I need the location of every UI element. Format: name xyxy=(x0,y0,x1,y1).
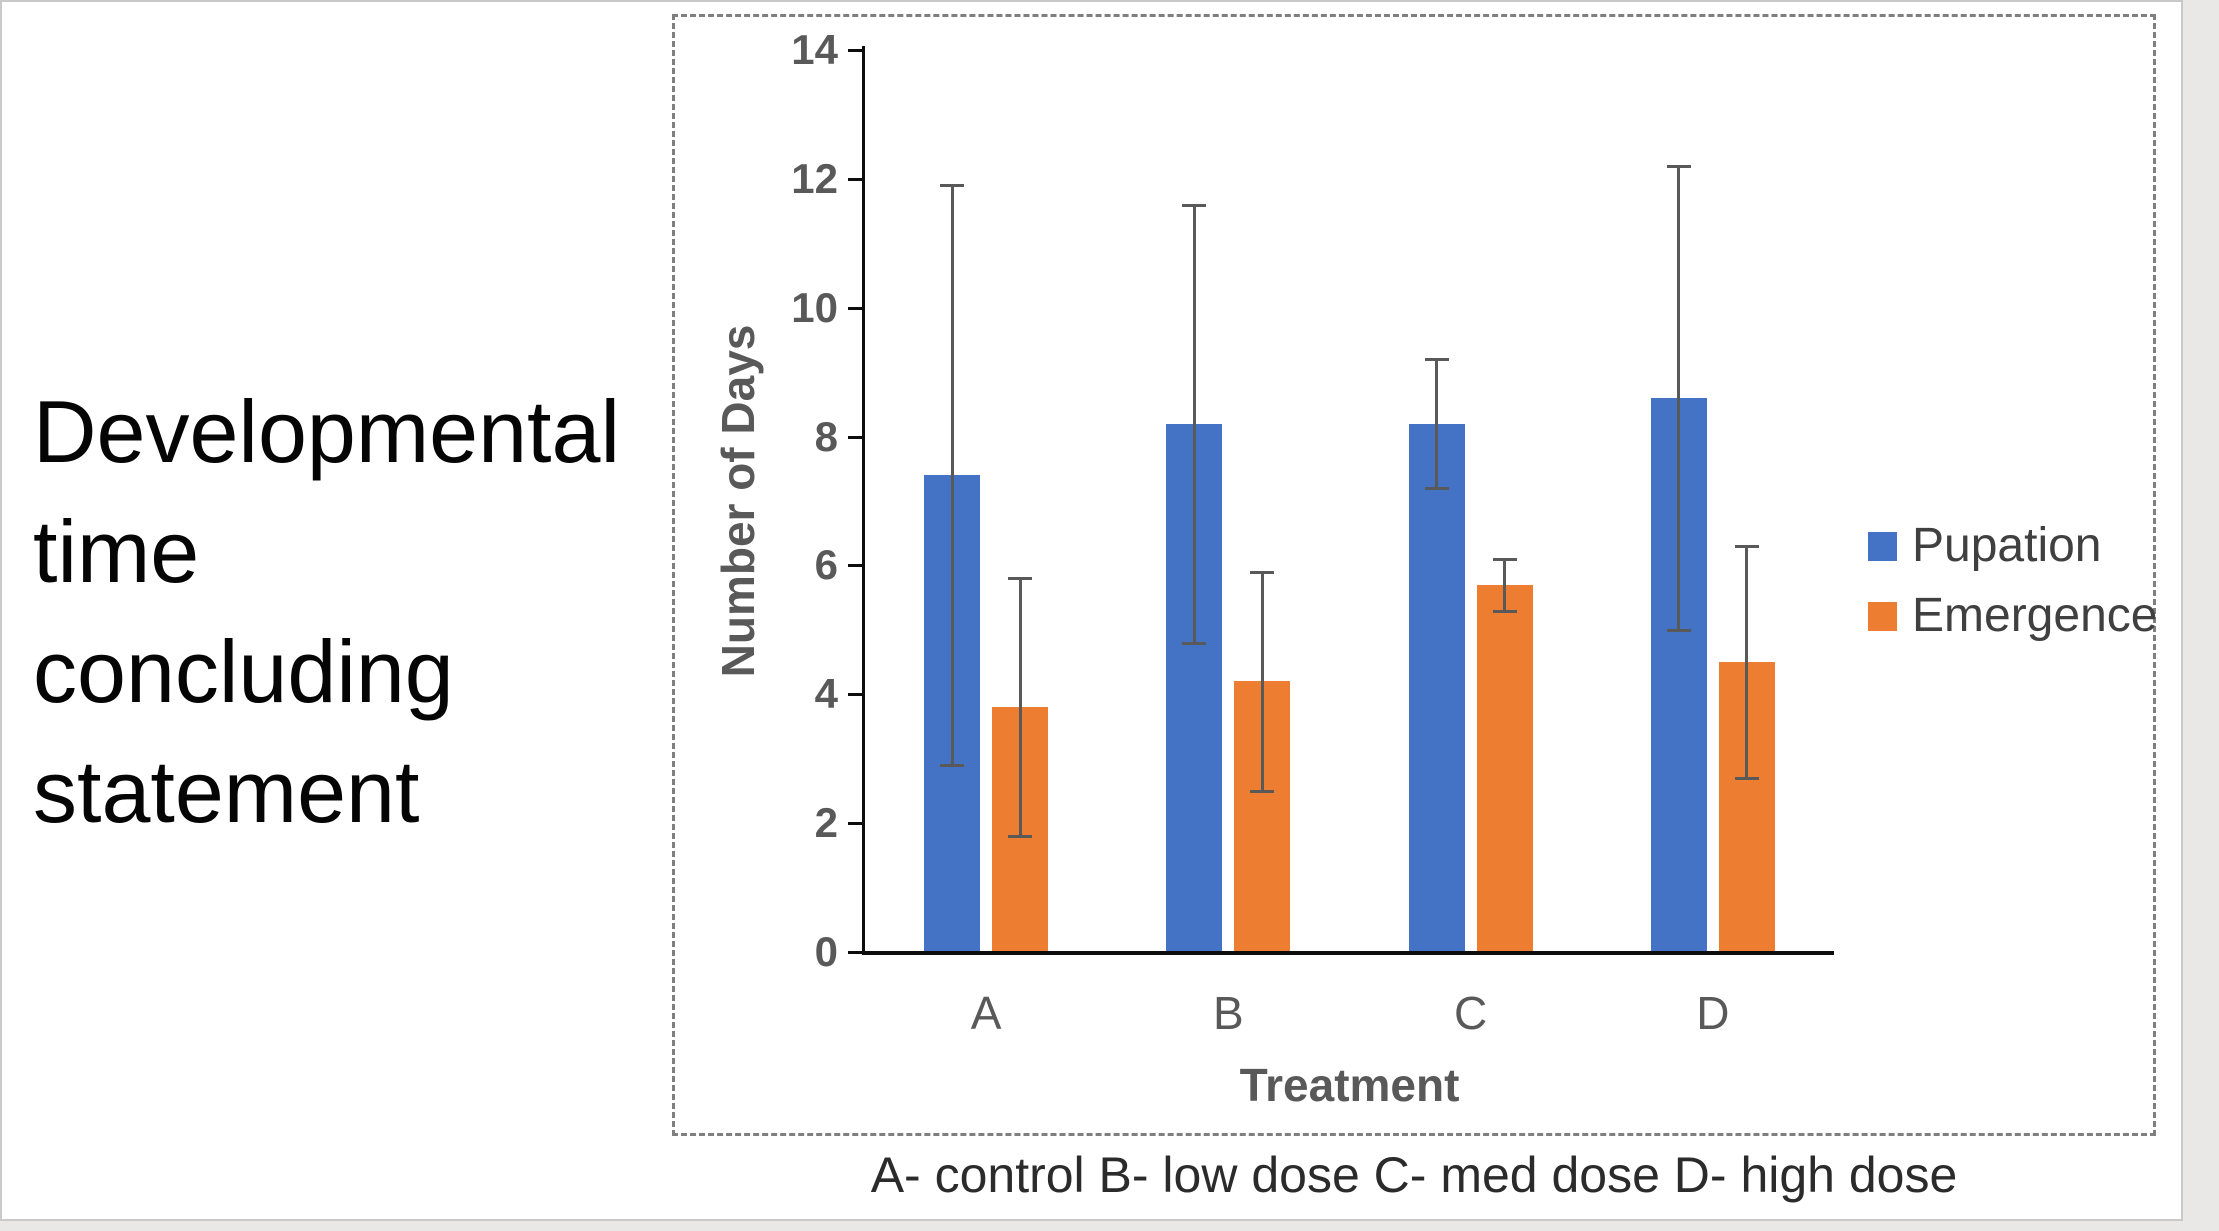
bar-emergence-C[interactable] xyxy=(1476,584,1533,952)
error-bar xyxy=(1677,165,1681,630)
y-tick-label: 14 xyxy=(791,26,838,73)
error-bar-cap xyxy=(1424,487,1449,491)
error-bar xyxy=(950,185,954,766)
error-bar-cap xyxy=(940,764,965,768)
error-bar-cap xyxy=(1250,570,1275,574)
y-axis-tick xyxy=(848,435,865,439)
y-axis-tick xyxy=(848,951,865,954)
category-label-b: B xyxy=(1213,987,1244,1039)
y-axis-line xyxy=(862,46,865,955)
y-axis-tick xyxy=(848,822,865,826)
error-bar-cap xyxy=(1182,203,1207,207)
x-axis-line xyxy=(862,951,1834,955)
legend-label: Pupation xyxy=(1912,519,2102,572)
y-tick-label: 10 xyxy=(791,283,838,331)
legend-item-pupation[interactable]: Pupation xyxy=(1868,522,2102,570)
y-tick-label: 2 xyxy=(814,799,838,847)
legend-swatch-emergence xyxy=(1868,601,1897,631)
category-label-d: D xyxy=(1696,987,1730,1039)
legend-swatch-pupation xyxy=(1868,531,1897,561)
error-bar xyxy=(1192,204,1196,643)
x-axis-title: Treatment xyxy=(1239,1059,1460,1111)
error-bar xyxy=(1260,571,1264,791)
category-label-a: A xyxy=(970,987,1002,1039)
y-axis-tick xyxy=(848,177,865,181)
error-bar xyxy=(1018,578,1022,837)
y-axis-title: Number of Days xyxy=(712,324,764,678)
error-bar-cap xyxy=(1008,835,1033,839)
error-bar-cap xyxy=(1492,609,1517,613)
y-tick-label: 4 xyxy=(814,670,838,718)
treatment-key-caption[interactable]: A- control B- low dose C- med dose D- hi… xyxy=(870,1147,1958,1203)
chart-placeholder-frame[interactable] xyxy=(672,14,2156,1136)
y-tick-label: 6 xyxy=(814,541,838,589)
error-bar-cap xyxy=(1250,789,1275,793)
y-axis-tick xyxy=(848,564,865,568)
y-tick-label: 0 xyxy=(814,928,838,975)
legend-label: Emergence xyxy=(1912,589,2158,642)
y-axis-tick xyxy=(848,693,865,697)
error-bar-cap xyxy=(1734,777,1759,781)
error-bar-cap xyxy=(1492,557,1517,561)
error-bar-cap xyxy=(1666,164,1691,168)
error-bar-cap xyxy=(1666,628,1691,632)
error-bar xyxy=(1745,546,1749,779)
bar-pupation-C[interactable] xyxy=(1408,423,1465,952)
legend-item-emergence[interactable]: Emergence xyxy=(1868,592,2157,640)
category-label-c: C xyxy=(1454,987,1488,1039)
error-bar xyxy=(1435,359,1439,489)
error-bar-cap xyxy=(1734,545,1759,549)
error-bar-cap xyxy=(1008,577,1033,581)
y-axis-tick xyxy=(848,306,865,310)
error-bar-cap xyxy=(1424,358,1449,362)
error-bar-cap xyxy=(940,184,965,188)
slide-title-textbox[interactable]: Developmental time concluding statement xyxy=(33,382,620,841)
error-bar xyxy=(1503,558,1507,611)
slide xyxy=(0,0,2183,1221)
error-bar-cap xyxy=(1182,641,1207,645)
y-axis-tick xyxy=(848,49,865,52)
y-tick-label: 12 xyxy=(791,154,838,202)
y-tick-label: 8 xyxy=(814,412,838,460)
